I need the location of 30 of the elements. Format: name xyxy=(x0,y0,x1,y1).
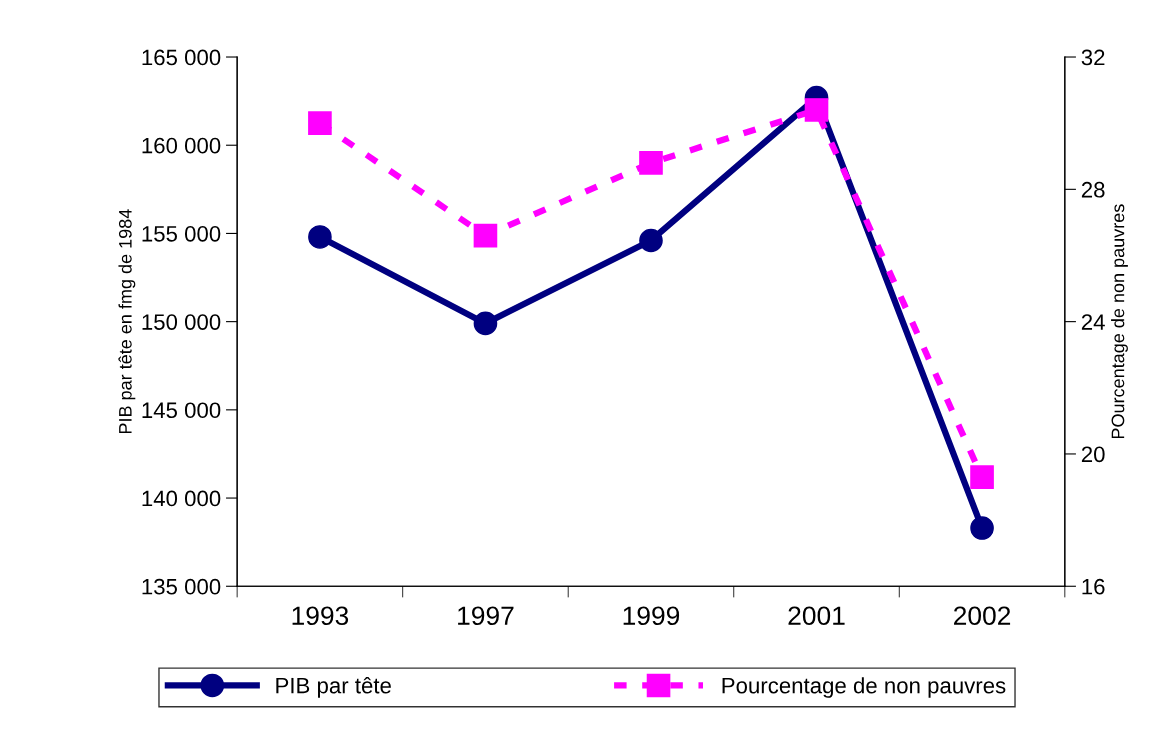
y-tick-label: 160 000 xyxy=(142,137,221,154)
y-axis-title: PIB par tête en fmg de 1984 xyxy=(118,209,136,434)
y2-tick-label: 28 xyxy=(1081,181,1105,198)
point xyxy=(639,151,663,175)
legend-label: PIB par tête xyxy=(276,677,391,698)
point xyxy=(970,516,994,540)
point xyxy=(308,111,332,135)
point xyxy=(970,465,994,489)
y2-tick-label: 20 xyxy=(1081,446,1105,463)
y-tick-label: 145 000 xyxy=(142,402,221,419)
point xyxy=(473,311,498,336)
y-tick-label: 165 000 xyxy=(142,49,221,66)
y2-axis-title: POurcentage de non pauvres xyxy=(1111,204,1128,439)
y-tick-label: 135 000 xyxy=(142,578,221,595)
x-tick-label: 2001 xyxy=(788,606,845,626)
x-tick-label: 1993 xyxy=(292,606,349,626)
legend-label: Pourcentage de non pauvres xyxy=(722,677,1006,698)
point xyxy=(308,225,332,249)
point xyxy=(473,223,498,248)
y2-tick-label: 16 xyxy=(1082,578,1105,595)
y2-tick-label: 32 xyxy=(1081,49,1105,66)
y-tick-label: 150 000 xyxy=(142,314,221,330)
point xyxy=(639,228,663,253)
x-tick-label: 1997 xyxy=(458,606,514,626)
y2-tick-label: 24 xyxy=(1081,314,1105,330)
y-tick-label: 155 000 xyxy=(142,225,221,242)
x-tick-label: 2002 xyxy=(954,606,1011,626)
y-tick-label: 140 000 xyxy=(142,490,221,507)
x-tick-label: 1999 xyxy=(623,606,680,626)
point xyxy=(804,98,829,122)
